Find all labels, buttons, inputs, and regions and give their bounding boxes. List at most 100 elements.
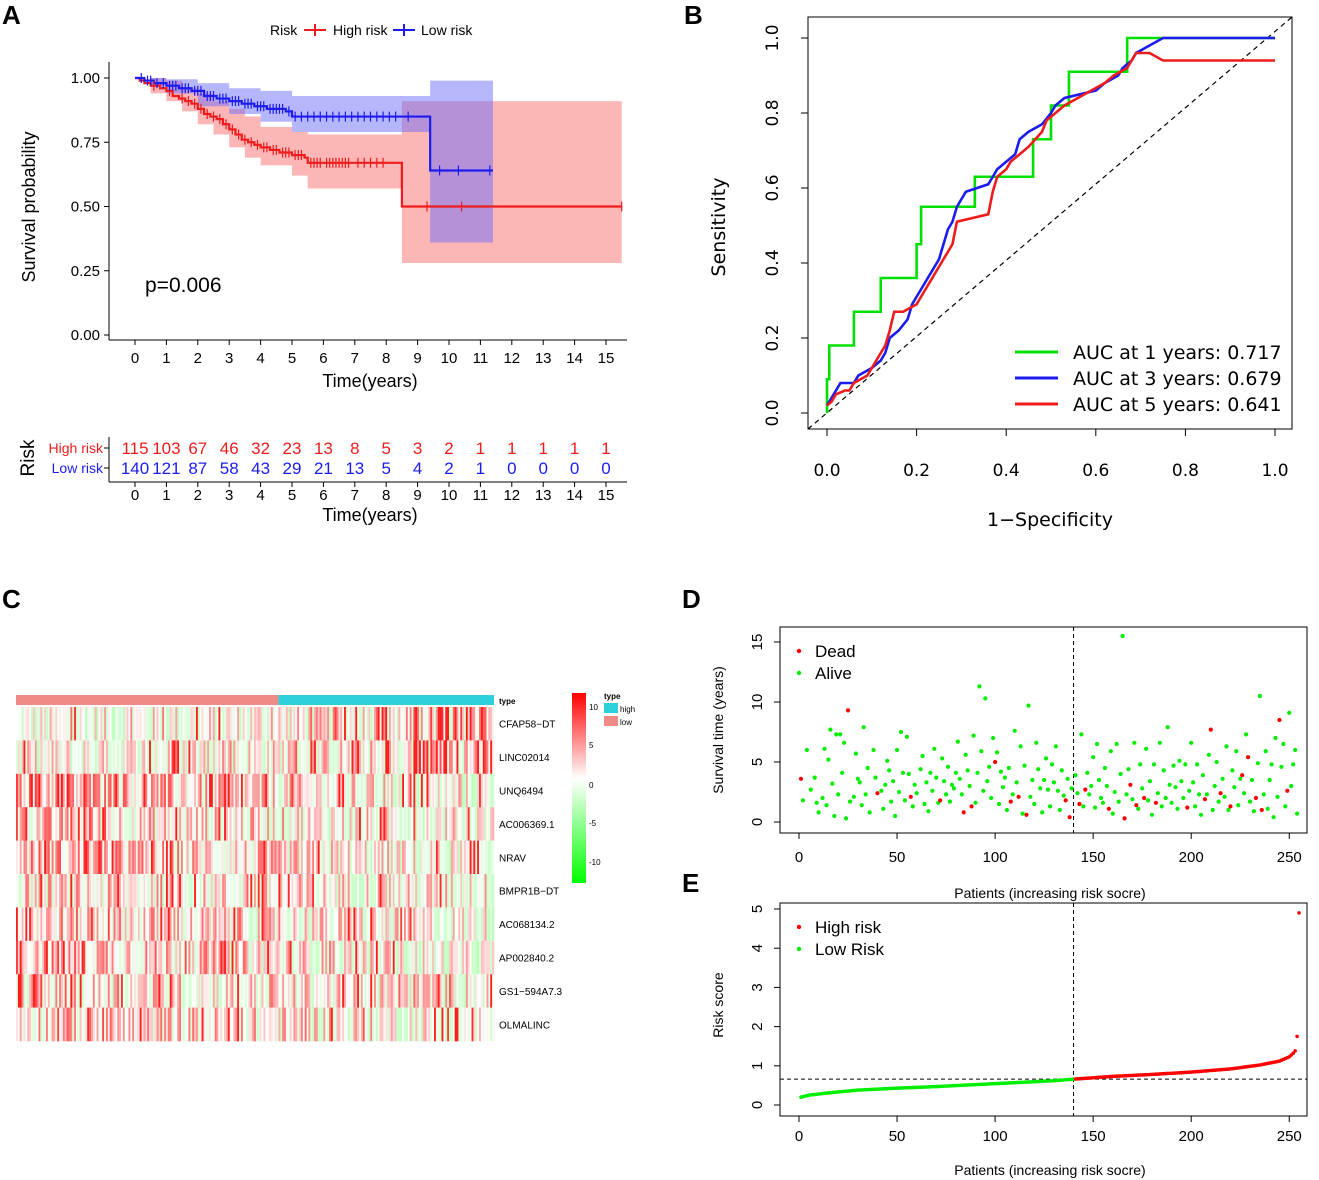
heatmap-cell — [490, 740, 493, 775]
risk-table-x-tick-label: 0 — [131, 487, 139, 504]
heatmap-cell — [390, 940, 394, 975]
heatmap-cell — [255, 707, 259, 741]
heatmap-cell — [291, 1007, 294, 1042]
heatmap-cell — [456, 974, 459, 1008]
heatmap-cell — [360, 807, 364, 841]
heatmap-cell — [98, 840, 101, 875]
heatmap-cell — [465, 940, 469, 975]
heatmap-row-label: BMPR1B−DT — [499, 887, 559, 898]
heatmap-cell — [370, 1007, 373, 1042]
survival-point-alive — [1273, 735, 1278, 741]
heatmap-cell — [47, 940, 51, 975]
heatmap-cell — [186, 1007, 189, 1042]
heatmap-cell — [304, 1007, 307, 1042]
heatmap-cell — [124, 807, 127, 841]
heatmap-cell — [57, 974, 60, 1008]
heatmap-cell — [458, 907, 461, 942]
heatmap-cell — [329, 773, 332, 808]
heatmap-cell — [471, 807, 474, 841]
heatmap-cell — [385, 707, 388, 741]
survival-point-alive — [1234, 749, 1239, 754]
heatmap-cell — [432, 740, 435, 775]
survival-point-alive — [894, 747, 900, 753]
heatmap-cell — [315, 907, 319, 942]
heatmap-cell — [404, 840, 407, 875]
heatmap-cell — [222, 974, 225, 1008]
heatmap-cell — [355, 940, 358, 975]
heatmap-cell — [304, 807, 307, 841]
heatmap-cell — [299, 773, 302, 808]
heatmap-cell — [267, 707, 270, 741]
heatmap-cell — [336, 840, 339, 875]
heatmap-cell — [323, 707, 326, 741]
heatmap-cell — [450, 940, 454, 975]
heatmap-cell — [21, 1007, 24, 1042]
heatmap-cell — [66, 840, 69, 875]
heatmap-cell — [225, 907, 229, 942]
survival-point-dead — [1063, 798, 1068, 803]
roc-y-tick-label: 1.0 — [763, 24, 783, 51]
roc-curve-3y — [825, 36, 1275, 407]
heatmap-cell — [192, 740, 195, 775]
heatmap-cell — [460, 1007, 463, 1042]
heatmap-cell — [42, 807, 45, 841]
roc-legend-5y: AUC at 5 years: 0.641 — [1073, 394, 1282, 416]
heatmap-cell — [231, 840, 234, 875]
heatmap-cell — [130, 707, 133, 741]
heatmap-cell — [389, 940, 392, 975]
heatmap-cell — [44, 840, 47, 875]
heatmap-cell — [229, 1007, 232, 1042]
heatmap-cell — [342, 840, 345, 875]
heatmap-cell — [229, 740, 232, 775]
heatmap-cell — [349, 874, 352, 908]
heatmap-cell — [227, 1007, 230, 1042]
heatmap-cell — [426, 974, 429, 1008]
heatmap-cell — [248, 840, 251, 875]
heatmap-cell — [124, 907, 127, 942]
heatmap-cell — [473, 707, 476, 741]
heatmap-cell — [312, 1007, 315, 1042]
km-ci-band-high — [135, 78, 622, 264]
heatmap-cell — [25, 807, 28, 841]
heatmap-cell — [323, 974, 326, 1008]
heatmap-cell — [434, 840, 437, 875]
heatmap-cell — [490, 874, 493, 908]
heatmap-cell — [171, 907, 174, 942]
heatmap-cell — [477, 907, 480, 942]
heatmap-cell — [289, 1007, 292, 1042]
heatmap-cell — [405, 874, 409, 908]
heatmap-cell — [405, 1007, 409, 1042]
heatmap-cell — [137, 773, 141, 808]
survival-point-alive — [898, 729, 904, 735]
heatmap-cell — [471, 907, 474, 942]
heatmap-cell — [59, 707, 62, 741]
heatmap-cell — [312, 907, 315, 942]
heatmap-cell — [119, 707, 122, 741]
heatmap-cell — [349, 740, 352, 775]
survival-point-dead — [1240, 773, 1245, 778]
heatmap-cell — [186, 874, 189, 908]
heatmap-cell — [40, 740, 43, 775]
roc-y-tick-label: 0.0 — [763, 399, 783, 426]
survival-point-alive — [1181, 795, 1186, 801]
heatmap-cell — [205, 707, 208, 741]
survival-point-alive — [1002, 775, 1008, 780]
heatmap-cell — [351, 874, 354, 908]
heatmap-cell — [344, 907, 347, 942]
heatmap-cell — [330, 773, 334, 808]
heatmap-cell — [304, 874, 307, 908]
heatmap-cell — [458, 807, 461, 841]
heatmap-cell — [475, 773, 478, 808]
risk-table-x-tick-label: 2 — [194, 487, 202, 504]
heatmap-cell — [45, 974, 49, 1008]
heatmap-cell — [390, 740, 394, 775]
heatmap-cell — [132, 940, 135, 975]
heatmap-cell — [194, 874, 197, 908]
heatmap-cell — [297, 874, 300, 908]
heatmap-cell — [53, 907, 56, 942]
heatmap-cell — [400, 974, 403, 1008]
heatmap-cell — [261, 874, 264, 908]
heatmap-cell — [404, 807, 407, 841]
heatmap-cell — [109, 740, 112, 775]
heatmap-cell — [222, 707, 225, 741]
